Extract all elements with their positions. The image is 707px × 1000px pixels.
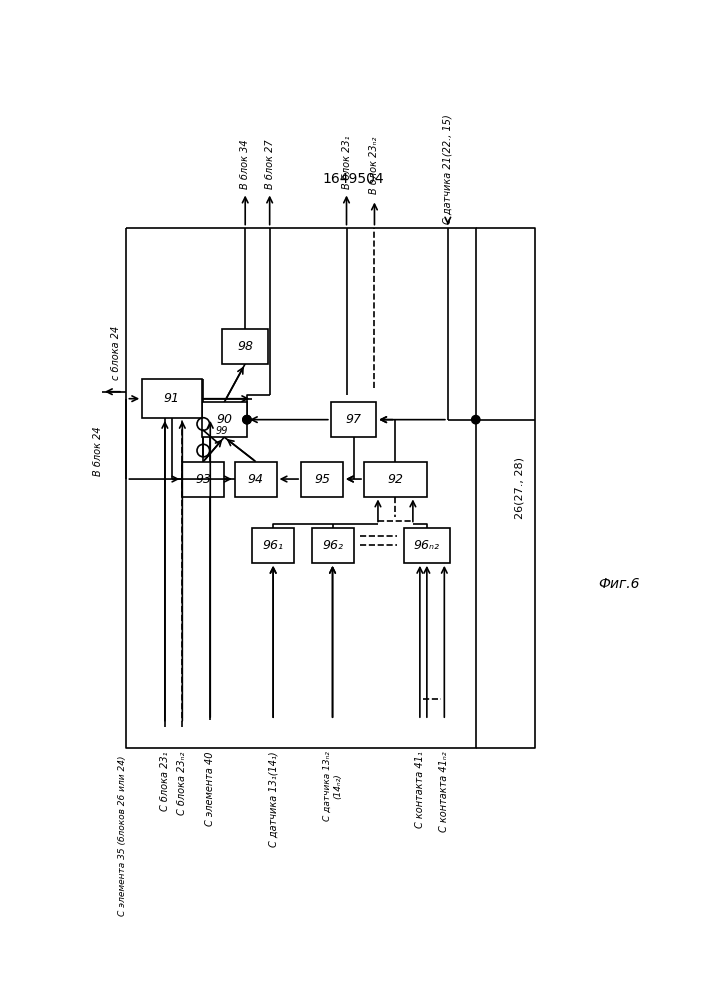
Bar: [364, 462, 427, 497]
Text: 96₂: 96₂: [322, 539, 343, 552]
Bar: [235, 462, 276, 497]
Text: 90: 90: [216, 413, 232, 426]
Text: В блок 23ₙ₂: В блок 23ₙ₂: [370, 137, 380, 194]
Text: 92: 92: [387, 473, 404, 486]
Bar: [301, 462, 343, 497]
Text: С датчика 13ₙ₂
(14ₙ₂): С датчика 13ₙ₂ (14ₙ₂): [323, 752, 342, 821]
Text: С контакта 41ₙ₂: С контакта 41ₙ₂: [439, 752, 450, 832]
Text: 99: 99: [216, 426, 228, 436]
Text: 93: 93: [195, 473, 211, 486]
Bar: [223, 329, 268, 364]
Text: 96₁: 96₁: [263, 539, 284, 552]
Text: С блока 23₁: С блока 23₁: [160, 752, 170, 811]
Text: 94: 94: [247, 473, 264, 486]
Bar: [404, 528, 450, 563]
Bar: [331, 402, 376, 437]
Text: 95: 95: [314, 473, 330, 486]
Text: В блок 24: В блок 24: [93, 427, 103, 476]
Text: 26(27., 28): 26(27., 28): [515, 457, 525, 519]
Text: с блока 24: с блока 24: [111, 326, 121, 380]
Text: С элемента 35 (блоков 26 или 24): С элемента 35 (блоков 26 или 24): [119, 755, 127, 916]
Text: 98: 98: [238, 340, 253, 353]
Text: С элемента 40: С элемента 40: [205, 752, 215, 826]
Text: 1649504: 1649504: [322, 172, 385, 186]
Bar: [201, 402, 247, 437]
Text: В блок 34: В блок 34: [240, 139, 250, 189]
Text: С блока 23ₙ₂: С блока 23ₙ₂: [177, 752, 187, 815]
Text: Фиг.6: Фиг.6: [598, 577, 640, 591]
Circle shape: [472, 415, 480, 424]
Text: 96ₙ₂: 96ₙ₂: [414, 539, 440, 552]
Text: С контакта 41₁: С контакта 41₁: [415, 752, 425, 828]
Bar: [142, 379, 201, 418]
Text: С датчика 13₁(14₁): С датчика 13₁(14₁): [268, 752, 278, 847]
Text: В блок 27: В блок 27: [264, 139, 274, 189]
Text: 91: 91: [164, 392, 180, 405]
Text: 97: 97: [346, 413, 361, 426]
Text: В блок 23₁: В блок 23₁: [341, 136, 351, 189]
Bar: [252, 528, 294, 563]
Bar: [312, 528, 354, 563]
Circle shape: [243, 415, 251, 424]
Circle shape: [243, 415, 251, 424]
Text: С датчика 21(22., 15): С датчика 21(22., 15): [443, 114, 452, 224]
Bar: [182, 462, 224, 497]
